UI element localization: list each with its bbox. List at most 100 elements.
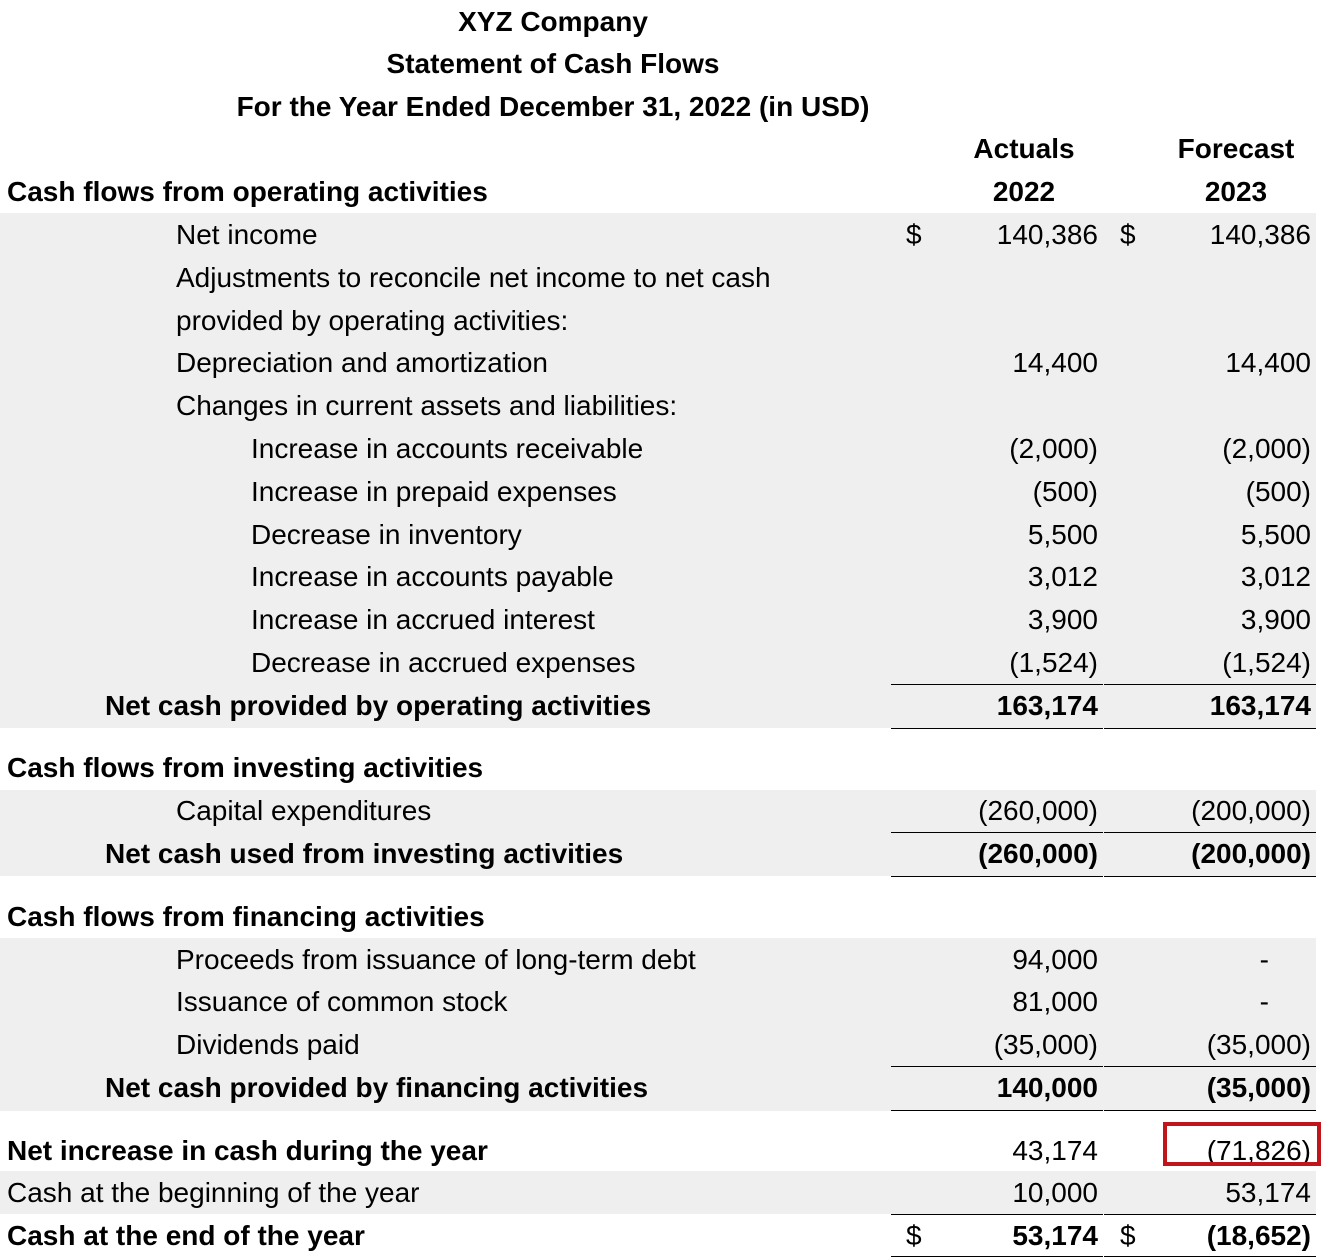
currency-symbol: $ [1120, 219, 1136, 250]
forecast-column-year: 2023 [1204, 176, 1268, 207]
actuals-value: (1,524) [1009, 647, 1098, 678]
double-rule [891, 1256, 1103, 1257]
currency-symbol: $ [1120, 1220, 1136, 1251]
forecast-value: - [1259, 986, 1269, 1017]
row-label: Proceeds from issuance of long-term debt [176, 944, 696, 975]
table-row: Increase in accounts payable 3,012 3,012 [0, 555, 1331, 598]
total-rule [891, 1110, 1103, 1111]
row-label: Increase in prepaid expenses [251, 476, 617, 507]
forecast-value: 14,400 [1225, 347, 1311, 378]
table-row: Adjustments to reconcile net income to n… [0, 256, 1331, 299]
row-label: provided by operating activities: [176, 305, 569, 336]
forecast-value: 3,012 [1240, 561, 1311, 592]
actuals-value: 81,000 [1012, 986, 1098, 1017]
row-label: Cash at the beginning of the year [7, 1177, 420, 1208]
table-row: Increase in accrued interest 3,900 3,900 [0, 598, 1331, 641]
actuals-value: 14,400 [1012, 347, 1098, 378]
forecast-value: (35,000) [1206, 1029, 1311, 1060]
total-rule [891, 728, 1103, 729]
total-rule [1104, 728, 1316, 729]
subtotal-rule [891, 684, 1103, 685]
actuals-value: (2,000) [1009, 433, 1098, 464]
total-rule [891, 876, 1103, 877]
operating-title: Cash flows from operating activities [7, 176, 488, 207]
row-label: Cash at the end of the year [7, 1220, 365, 1251]
subtotal-rule [1104, 1066, 1316, 1067]
table-row: Depreciation and amortization 14,400 14,… [0, 341, 1331, 384]
table-row: Increase in accounts receivable (2,000) … [0, 427, 1331, 470]
net-increase-row: Net increase in cash during the year 43,… [0, 1129, 1331, 1172]
actuals-value: 10,000 [1012, 1177, 1098, 1208]
actuals-value: 5,500 [1027, 519, 1098, 550]
forecast-value: (200,000) [1191, 795, 1311, 826]
row-label: Net cash provided by financing activitie… [105, 1072, 649, 1103]
table-row: Capital expenditures (260,000) (200,000) [0, 789, 1331, 832]
forecast-value: (1,524) [1222, 647, 1311, 678]
beginning-band [0, 1171, 1316, 1214]
actuals-value: 3,012 [1027, 561, 1098, 592]
actuals-value: 3,900 [1027, 604, 1098, 635]
total-rule [1104, 876, 1316, 877]
financing-section-header: Cash flows from financing activities [0, 895, 1331, 938]
ending-cash-row: Cash at the end of the year $ 53,174 $ (… [0, 1214, 1331, 1257]
row-label: Adjustments to reconcile net income to n… [176, 262, 771, 293]
company-name: XYZ Company [458, 6, 648, 37]
investing-band [0, 790, 1316, 876]
row-label: Capital expenditures [176, 795, 432, 826]
actuals-column-label: Actuals [973, 133, 1075, 164]
row-label: Net income [176, 219, 318, 250]
table-row: Net income $ 140,386 $ 140,386 [0, 213, 1331, 256]
row-label: Net increase in cash during the year [7, 1135, 488, 1166]
operating-section-header: Cash flows from operating activities [0, 170, 1331, 213]
forecast-value: (35,000) [1206, 1072, 1311, 1103]
forecast-column-label: Forecast [1177, 133, 1295, 164]
table-row: provided by operating activities: [0, 299, 1331, 342]
beginning-cash-row: Cash at the beginning of the year 10,000… [0, 1171, 1331, 1214]
investing-section-header: Cash flows from investing activities [0, 746, 1331, 789]
actuals-value: 163,174 [996, 690, 1098, 721]
table-row: Increase in prepaid expenses (500) (500) [0, 470, 1331, 513]
table-row: Changes in current assets and liabilitie… [0, 384, 1331, 427]
subtotal-rule [891, 832, 1103, 833]
total-rule [1104, 1110, 1316, 1111]
double-rule [1104, 1256, 1316, 1257]
row-label: Decrease in inventory [251, 519, 522, 550]
forecast-value: 140,386 [1209, 219, 1311, 250]
row-label: Increase in accounts receivable [251, 433, 644, 464]
actuals-column-year: 2022 [992, 176, 1056, 207]
forecast-value: (2,000) [1222, 433, 1311, 464]
row-label: Net cash provided by operating activitie… [105, 690, 652, 721]
investing-total-row: Net cash used from investing activities … [0, 832, 1331, 875]
actuals-value: (500) [1032, 476, 1098, 507]
table-row: Issuance of common stock 81,000 - [0, 980, 1331, 1023]
row-label: Net cash used from investing activities [105, 838, 624, 869]
forecast-value: - [1259, 944, 1269, 975]
forecast-value: 3,900 [1240, 604, 1311, 635]
actuals-value: 140,000 [996, 1072, 1098, 1103]
actuals-value: 53,174 [1012, 1220, 1098, 1251]
currency-symbol: $ [906, 1220, 922, 1251]
subtotal-rule [891, 1214, 1103, 1215]
row-label: Changes in current assets and liabilitie… [176, 390, 678, 421]
row-label: Issuance of common stock [176, 986, 508, 1017]
forecast-value: (500) [1245, 476, 1311, 507]
forecast-value: 53,174 [1225, 1177, 1311, 1208]
row-label: Dividends paid [176, 1029, 360, 1060]
financing-total-row: Net cash provided by financing activitie… [0, 1066, 1331, 1109]
statement-title: Statement of Cash Flows [386, 48, 720, 79]
investing-title: Cash flows from investing activities [7, 752, 484, 783]
subtotal-rule [1104, 1214, 1316, 1215]
forecast-value: 5,500 [1240, 519, 1311, 550]
operating-total-row: Net cash provided by operating activitie… [0, 684, 1331, 727]
table-row: Decrease in inventory 5,500 5,500 [0, 513, 1331, 556]
actuals-value: (260,000) [978, 838, 1098, 869]
actuals-value: 94,000 [1012, 944, 1098, 975]
subtotal-rule [1104, 684, 1316, 685]
table-row: Proceeds from issuance of long-term debt… [0, 938, 1331, 981]
operating-band [0, 213, 1316, 728]
forecast-value: (200,000) [1191, 838, 1311, 869]
actuals-value: 43,174 [1012, 1135, 1098, 1166]
subtotal-rule [1104, 832, 1316, 833]
row-label: Increase in accounts payable [251, 561, 614, 592]
row-label: Depreciation and amortization [176, 347, 548, 378]
